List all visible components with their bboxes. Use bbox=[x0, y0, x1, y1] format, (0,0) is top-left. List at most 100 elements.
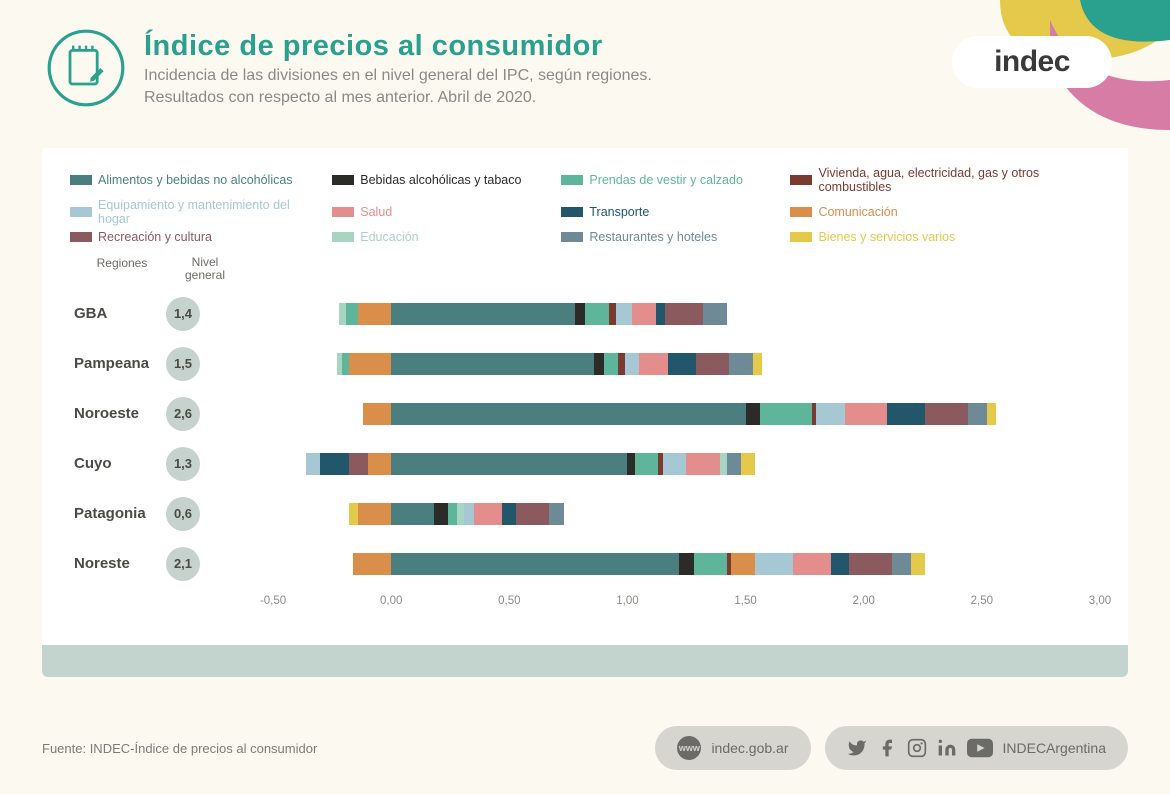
bar-segment bbox=[363, 403, 391, 425]
bar-segment bbox=[353, 553, 391, 575]
bar-segment bbox=[342, 353, 349, 375]
legend-item: Equipamiento y mantenimiento del hogar bbox=[70, 198, 324, 226]
bar-segment bbox=[925, 403, 968, 425]
positive-stack bbox=[391, 453, 755, 475]
subtitle-line2: Resultados con respecto al mes anterior.… bbox=[144, 89, 536, 106]
negative-stack bbox=[363, 403, 391, 425]
bar-segment bbox=[679, 553, 693, 575]
legend-swatch bbox=[70, 207, 92, 217]
bar-segment bbox=[668, 353, 696, 375]
legend-item: Alimentos y bebidas no alcohólicas bbox=[70, 166, 324, 194]
legend-swatch bbox=[790, 232, 812, 242]
bar-area bbox=[214, 389, 1100, 439]
legend-item: Transporte bbox=[561, 198, 782, 226]
bar-segment bbox=[349, 503, 358, 525]
panel-footer-band bbox=[42, 645, 1128, 677]
website-pill[interactable]: www indec.gob.ar bbox=[655, 726, 810, 770]
bar-segment bbox=[618, 353, 625, 375]
youtube-icon bbox=[967, 738, 993, 758]
bar-segment bbox=[635, 453, 659, 475]
bar-segment bbox=[727, 453, 741, 475]
nivel-general-badge: 1,4 bbox=[166, 297, 200, 331]
bar-segment bbox=[368, 453, 392, 475]
negative-stack bbox=[306, 453, 391, 475]
bar-segment bbox=[694, 553, 727, 575]
brand-logo: indec bbox=[952, 36, 1112, 88]
bar-segment bbox=[911, 553, 925, 575]
bar-segment bbox=[320, 453, 348, 475]
bar-segment bbox=[346, 303, 358, 325]
region-label: Patagonia bbox=[70, 505, 166, 522]
bar-segment bbox=[306, 453, 320, 475]
brand-logo-text: indec bbox=[994, 45, 1070, 79]
chart-legend: Alimentos y bebidas no alcohólicasBebida… bbox=[70, 166, 1100, 244]
axis-tick-label: 3,00 bbox=[1089, 595, 1111, 607]
bar-segment bbox=[987, 403, 996, 425]
page-title: Índice de precios al consumidor bbox=[144, 30, 652, 63]
facebook-icon bbox=[877, 738, 897, 758]
region-label: Noreste bbox=[70, 555, 166, 572]
bar-segment bbox=[627, 453, 634, 475]
bar-segment bbox=[663, 453, 687, 475]
nivel-general-badge: 1,5 bbox=[166, 347, 200, 381]
legend-label: Alimentos y bebidas no alcohólicas bbox=[98, 173, 293, 187]
legend-item: Bienes y servicios varios bbox=[790, 230, 1100, 244]
bar-segment bbox=[731, 553, 755, 575]
page-subtitle: Incidencia de las divisiones en el nivel… bbox=[144, 65, 652, 108]
legend-label: Salud bbox=[360, 205, 392, 219]
bar-segment bbox=[665, 303, 703, 325]
nivel-general-badge: 2,1 bbox=[166, 547, 200, 581]
bar-segment bbox=[849, 553, 892, 575]
legend-item: Vivienda, agua, electricidad, gas y otro… bbox=[790, 166, 1100, 194]
bar-segment bbox=[793, 553, 831, 575]
nivel-general-badge: 0,6 bbox=[166, 497, 200, 531]
bar-segment bbox=[845, 403, 888, 425]
legend-swatch bbox=[332, 175, 354, 185]
axis-tick-label: 2,50 bbox=[971, 595, 993, 607]
x-axis: -0,500,000,501,001,502,002,503,00 bbox=[214, 593, 1100, 617]
bar-segment bbox=[696, 353, 729, 375]
bar-segment bbox=[575, 303, 584, 325]
col-header-regions: Regiones bbox=[80, 256, 164, 282]
bar-segment bbox=[616, 303, 633, 325]
legend-swatch bbox=[332, 232, 354, 242]
bar-segment bbox=[474, 503, 502, 525]
bar-segment bbox=[760, 403, 812, 425]
subtitle-line1: Incidencia de las divisiones en el nivel… bbox=[144, 67, 652, 84]
legend-swatch bbox=[70, 232, 92, 242]
legend-swatch bbox=[561, 207, 583, 217]
column-headers: Regiones Nivelgeneral bbox=[80, 256, 1100, 282]
bar-segment bbox=[816, 403, 844, 425]
bar-segment bbox=[968, 403, 987, 425]
chart-row: Noroeste2,6 bbox=[70, 389, 1100, 439]
chart-rows: GBA1,4Pampeana1,5Noroeste2,6Cuyo1,3Patag… bbox=[70, 289, 1100, 589]
bar-segment bbox=[746, 403, 760, 425]
notepad-icon bbox=[46, 28, 126, 108]
linkedin-icon bbox=[937, 738, 957, 758]
bar-segment bbox=[391, 503, 434, 525]
bar-segment bbox=[729, 353, 753, 375]
nivel-general-badge: 1,3 bbox=[166, 447, 200, 481]
bar-segment bbox=[686, 453, 719, 475]
legend-label: Equipamiento y mantenimiento del hogar bbox=[98, 198, 324, 226]
bar-segment bbox=[639, 353, 667, 375]
bar-segment bbox=[349, 353, 392, 375]
region-label: Noroeste bbox=[70, 405, 166, 422]
chart-row: Patagonia0,6 bbox=[70, 489, 1100, 539]
region-label: Pampeana bbox=[70, 355, 166, 372]
bar-segment bbox=[502, 503, 516, 525]
social-pill[interactable]: INDECArgentina bbox=[825, 726, 1129, 770]
bar-segment bbox=[755, 553, 793, 575]
chart-row: Cuyo1,3 bbox=[70, 439, 1100, 489]
legend-swatch bbox=[790, 175, 812, 185]
bar-segment bbox=[625, 353, 639, 375]
legend-swatch bbox=[332, 207, 354, 217]
region-label: GBA bbox=[70, 305, 166, 322]
legend-item: Restaurantes y hoteles bbox=[561, 230, 782, 244]
bar-segment bbox=[358, 503, 391, 525]
chart-row: Noreste2,1 bbox=[70, 539, 1100, 589]
legend-swatch bbox=[561, 175, 583, 185]
bar-segment bbox=[434, 503, 448, 525]
positive-stack bbox=[391, 303, 726, 325]
bar-segment bbox=[609, 303, 616, 325]
